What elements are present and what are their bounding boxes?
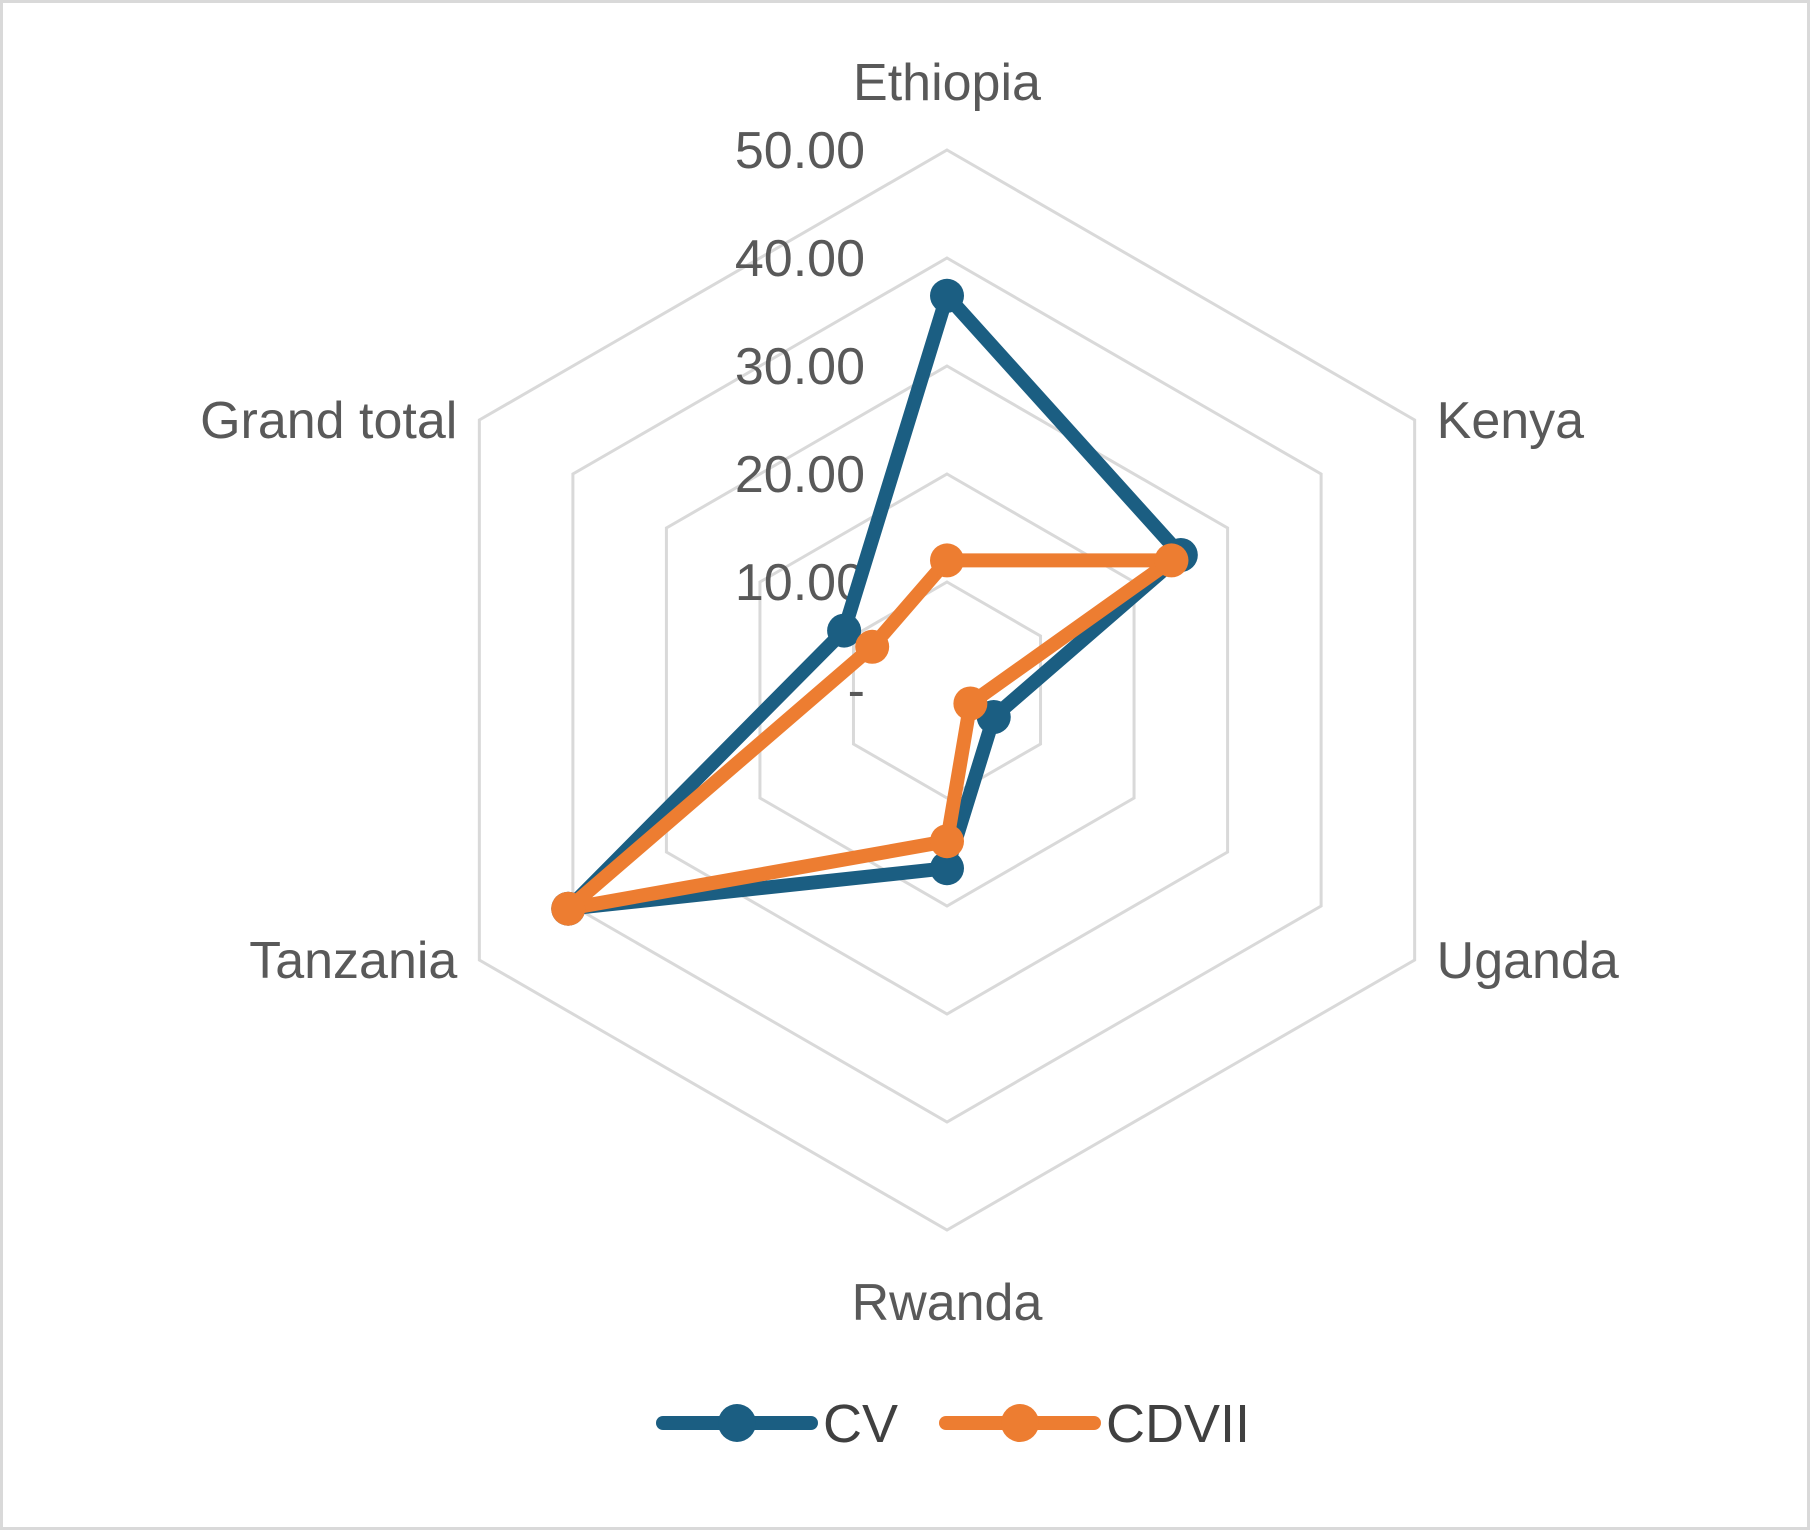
radar-chart: - 10.00 20.00 30.00 40.00 50.00 Ethiopia Kenya… [200, 54, 1619, 1454]
data-point [1154, 543, 1189, 578]
grid-ring-4 [571, 256, 1323, 1124]
legend-marker [1001, 1404, 1039, 1442]
legend-label: CV [823, 1394, 898, 1454]
data-point [827, 613, 862, 648]
data-point [953, 686, 988, 721]
data-point [930, 851, 964, 886]
legend-item-cdvii: CDVII [939, 1394, 1250, 1454]
category-label: Rwanda [852, 1274, 1043, 1332]
series-line [561, 553, 1179, 916]
grid-ring-1 [851, 580, 1043, 800]
radial-tick-label: 50.00 [735, 122, 865, 180]
grid-ring-3 [664, 364, 1230, 1016]
data-point [855, 629, 890, 664]
data-point [930, 543, 964, 578]
category-label: Kenya [1437, 392, 1585, 450]
radial-tick-label: 30.00 [735, 338, 865, 396]
legend-item-cv: CV [656, 1394, 898, 1454]
category-label: Ethiopia [853, 54, 1041, 112]
legend-marker [718, 1404, 756, 1442]
series-layer [551, 278, 1198, 926]
data-point [551, 891, 586, 926]
category-labels: Ethiopia Kenya Uganda Rwanda Tanzania Grand t… [200, 54, 1619, 1332]
series-cdvii [551, 543, 1189, 926]
legend-label: CDVII [1106, 1394, 1250, 1454]
category-label: Grand total [200, 392, 457, 450]
category-label: Uganda [1437, 932, 1619, 990]
series-line [561, 288, 1188, 916]
legend: CV CDVII [656, 1394, 1250, 1454]
radial-tick-label: 10.00 [735, 554, 865, 612]
data-point [930, 824, 964, 859]
radial-tick-label: 20.00 [735, 446, 865, 504]
data-point [930, 278, 964, 313]
grid-ring-5 [477, 148, 1417, 1232]
radial-tick-label: - [848, 662, 865, 720]
radial-tick-label: 40.00 [735, 230, 865, 288]
category-label: Tanzania [249, 932, 457, 990]
radial-tick-labels: - 10.00 20.00 30.00 40.00 50.00 [735, 122, 865, 720]
